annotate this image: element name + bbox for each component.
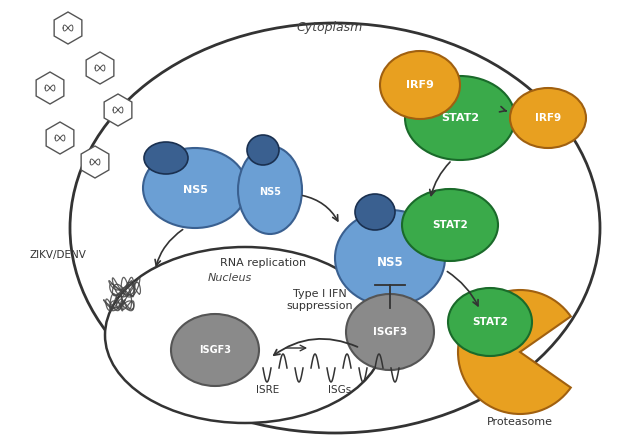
Text: STAT2: STAT2 <box>441 113 479 123</box>
Ellipse shape <box>380 51 460 119</box>
Ellipse shape <box>238 146 302 234</box>
Text: IRF9: IRF9 <box>535 113 561 123</box>
Text: ISGF3: ISGF3 <box>373 327 407 337</box>
Text: NS5: NS5 <box>259 187 281 197</box>
Ellipse shape <box>70 23 600 433</box>
Text: STAT2: STAT2 <box>432 220 468 230</box>
Text: Cytoplasm: Cytoplasm <box>297 22 363 34</box>
Text: ISRE: ISRE <box>257 385 280 395</box>
Wedge shape <box>458 290 571 414</box>
Polygon shape <box>54 12 82 44</box>
Ellipse shape <box>105 247 385 423</box>
Text: Proteasome: Proteasome <box>487 417 553 427</box>
Ellipse shape <box>510 88 586 148</box>
Ellipse shape <box>335 210 445 306</box>
Polygon shape <box>81 146 109 178</box>
Polygon shape <box>46 122 74 154</box>
Polygon shape <box>36 72 64 104</box>
Text: ISGs: ISGs <box>328 385 351 395</box>
Text: NS5: NS5 <box>377 255 403 268</box>
Text: IRF9: IRF9 <box>406 80 434 90</box>
Ellipse shape <box>143 148 247 228</box>
Polygon shape <box>104 94 132 126</box>
Text: Nucleus: Nucleus <box>208 273 252 283</box>
Text: STAT2: STAT2 <box>472 317 508 327</box>
Ellipse shape <box>346 294 434 370</box>
Text: RNA replication: RNA replication <box>220 258 306 268</box>
Ellipse shape <box>355 194 395 230</box>
Text: ZIKV/DENV: ZIKV/DENV <box>30 250 87 260</box>
Ellipse shape <box>144 142 188 174</box>
Ellipse shape <box>171 314 259 386</box>
Ellipse shape <box>405 76 515 160</box>
Text: NS5: NS5 <box>183 185 207 195</box>
Ellipse shape <box>448 288 532 356</box>
Text: Type I IFN
suppression: Type I IFN suppression <box>287 289 353 311</box>
Text: ISGF3: ISGF3 <box>199 345 231 355</box>
Polygon shape <box>86 52 114 84</box>
Ellipse shape <box>402 189 498 261</box>
Ellipse shape <box>247 135 279 165</box>
